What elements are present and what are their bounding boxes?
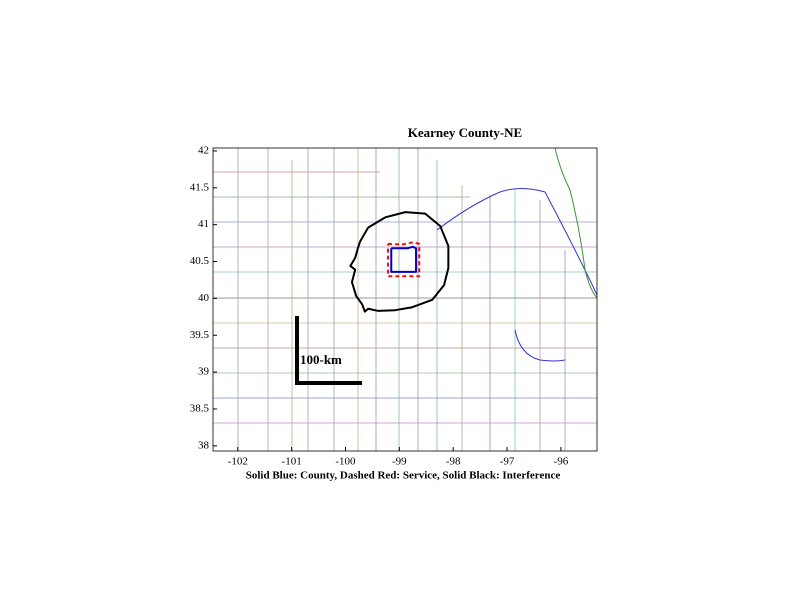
- y-tick-label: 38.5: [190, 403, 210, 415]
- x-tick-label: -102: [228, 456, 248, 468]
- plot-frame: [212, 147, 598, 452]
- contour: [387, 241, 421, 278]
- x-tick-label: -96: [554, 456, 569, 468]
- y-tick-label: 41.5: [190, 181, 210, 193]
- y-tick-label: 41: [198, 218, 209, 230]
- x-tick-label: -100: [335, 456, 356, 468]
- y-tick-label: 40: [198, 292, 210, 304]
- scale-label: 100-km: [300, 352, 342, 367]
- chart-title: Kearney County-NE: [408, 125, 522, 140]
- contour: [390, 245, 418, 273]
- y-tick-label: 40.5: [190, 255, 210, 267]
- scale-bar: [295, 316, 362, 385]
- contour: [349, 211, 450, 313]
- y-tick-label: 38: [198, 439, 210, 451]
- x-axis-label: Solid Blue: County, Dashed Red: Service,…: [246, 470, 561, 482]
- y-tick-label: 42: [198, 144, 209, 156]
- y-tick-label: 39.5: [190, 329, 210, 341]
- county-boundaries: [213, 148, 597, 451]
- x-tick-label: -97: [500, 456, 515, 468]
- y-tick-label: 39: [198, 366, 210, 378]
- x-tick-label: -98: [446, 456, 461, 468]
- x-tick-label: -101: [282, 456, 302, 468]
- x-tick-label: -99: [392, 456, 407, 468]
